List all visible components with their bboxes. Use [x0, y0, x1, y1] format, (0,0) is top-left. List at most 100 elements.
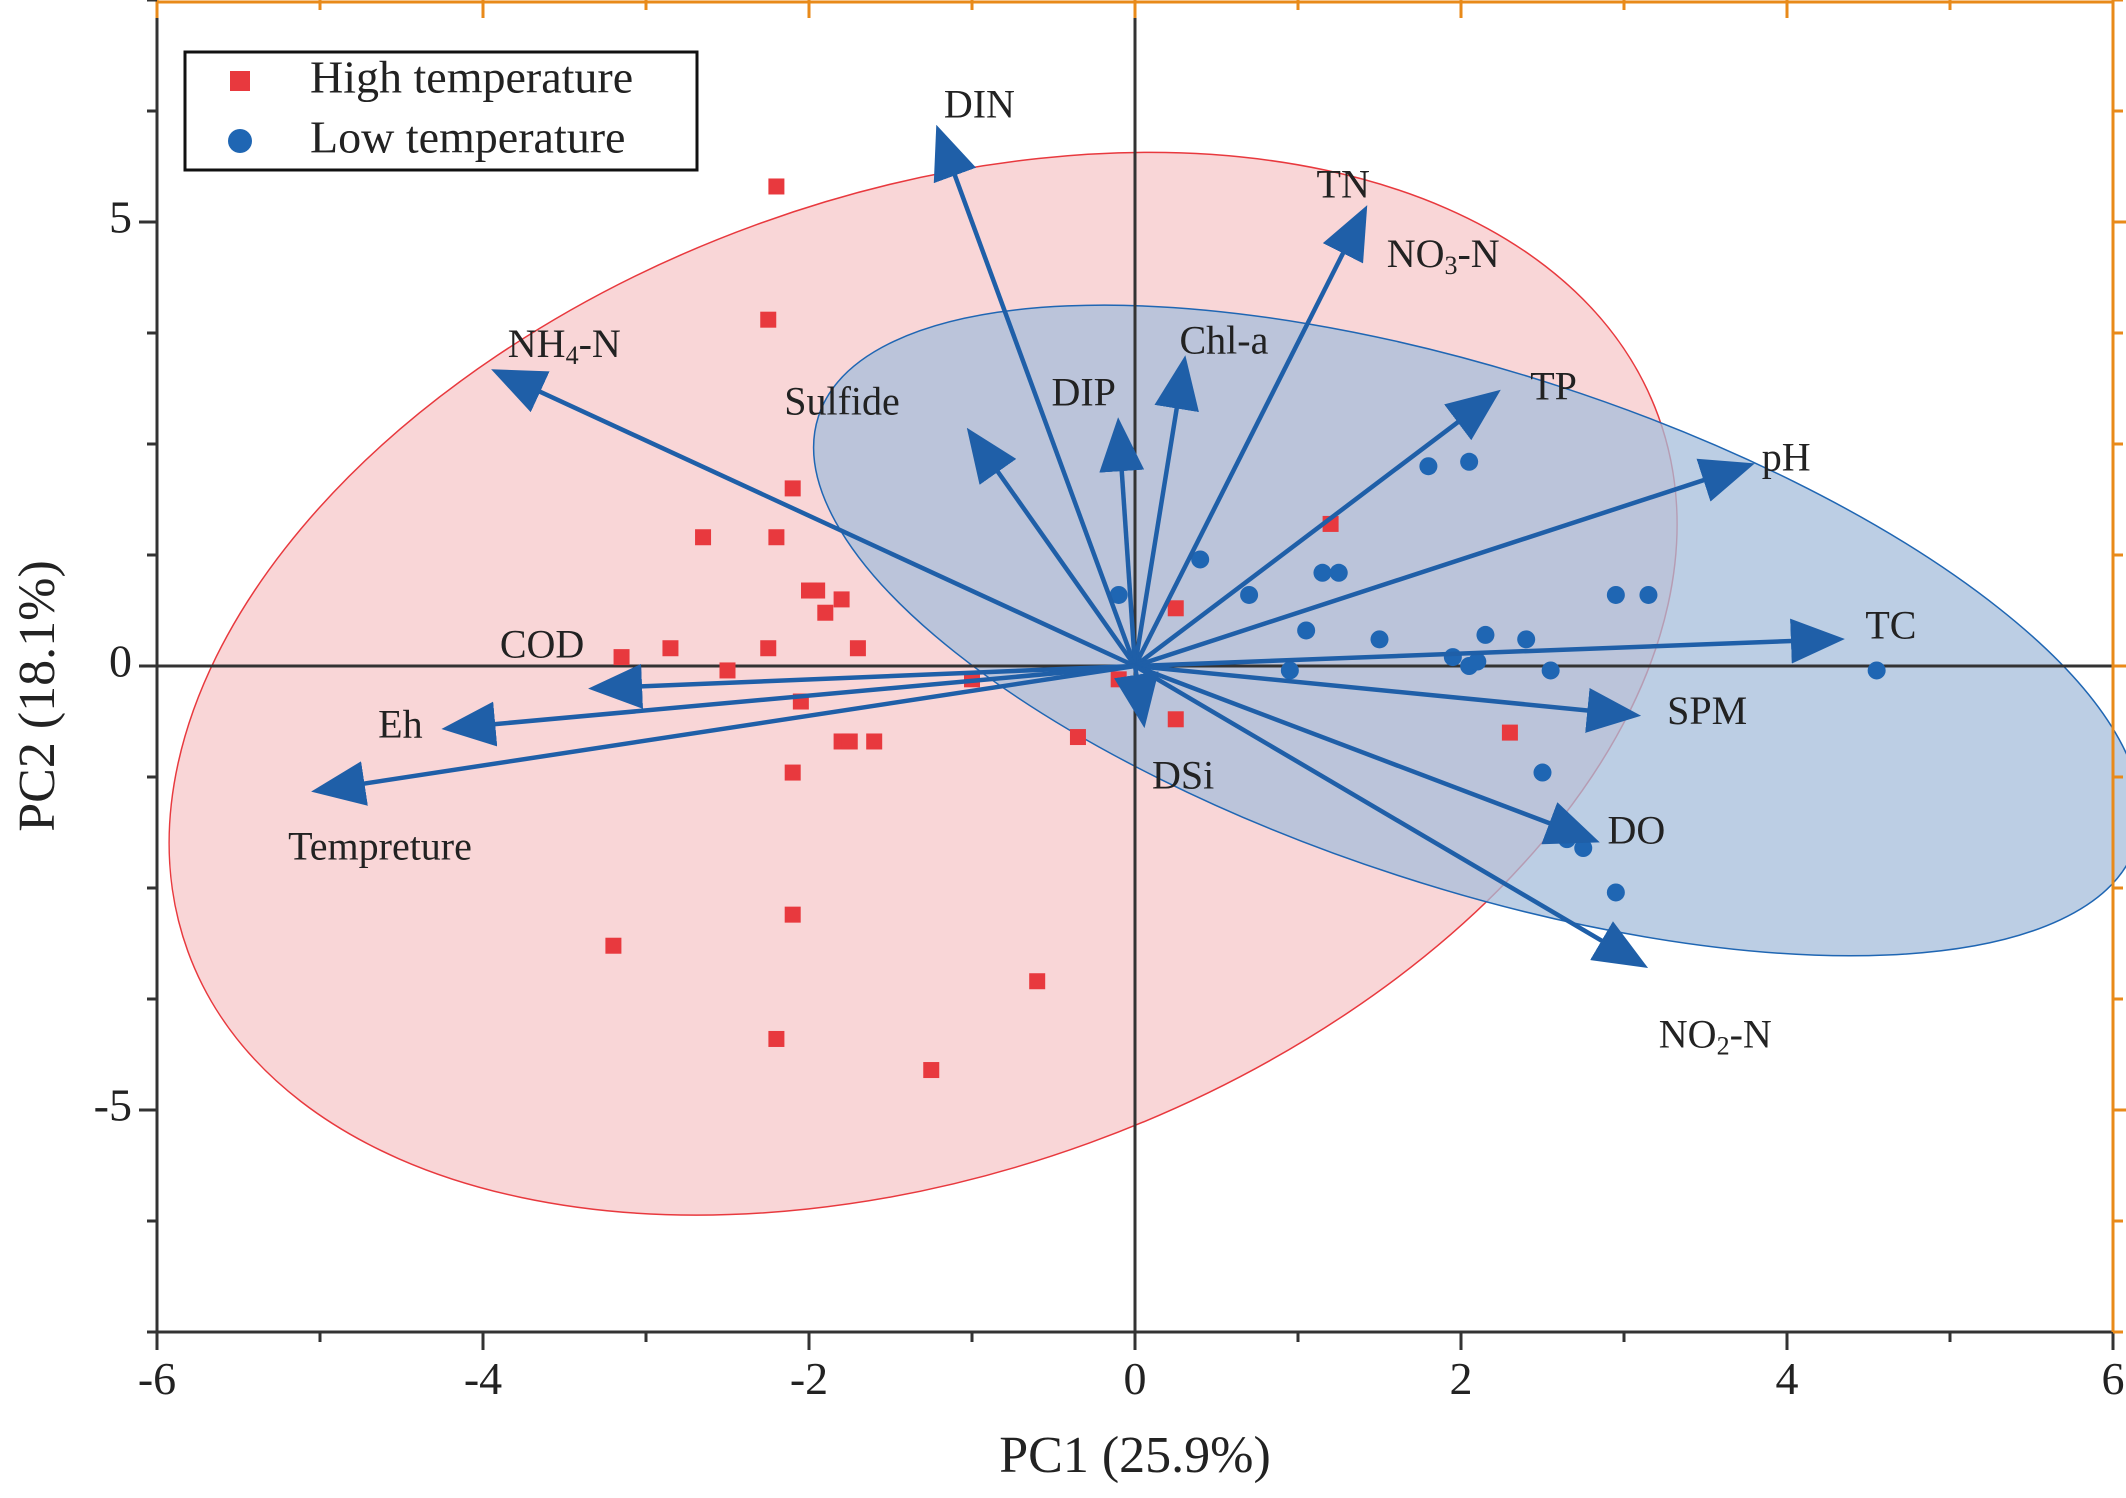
- point-low-temperature-7: [1370, 630, 1389, 649]
- x-tick-label-2: -2: [790, 1353, 828, 1404]
- point-low-temperature-8: [1419, 457, 1438, 476]
- loading-arrow-chl-a: [1132, 355, 1199, 667]
- point-low-temperature-22: [1606, 883, 1625, 902]
- point-high-temperature-3: [784, 480, 801, 497]
- point-high-temperature-25: [1069, 729, 1086, 746]
- loading-arrow-do: [1134, 663, 1600, 845]
- point-high-temperature-9: [817, 604, 834, 621]
- legend: High temperature Low temperature: [183, 50, 699, 172]
- point-high-temperature-8: [833, 591, 850, 608]
- loading-label-tp: TP: [1530, 363, 1577, 408]
- point-high-temperature-11: [662, 640, 679, 657]
- loading-arrow-tp: [1133, 389, 1501, 668]
- loading-label-no2-n: NO2-N: [1659, 1012, 1772, 1061]
- point-low-temperature-19: [1533, 763, 1552, 782]
- y-axis-title: PC2 (18.1%): [9, 560, 66, 832]
- x-tick-label-4: 2: [1450, 1353, 1473, 1404]
- point-low-temperature-17: [1606, 585, 1625, 604]
- point-low-temperature-3: [1240, 585, 1259, 604]
- point-high-temperature-20: [784, 906, 801, 923]
- point-high-temperature-10: [613, 649, 630, 666]
- point-low-temperature-15: [1541, 661, 1560, 680]
- point-high-temperature-14: [719, 662, 736, 679]
- legend-marker-low-temperature: [228, 129, 252, 153]
- point-high-temperature-12: [760, 640, 777, 657]
- point-high-temperature-22: [768, 1030, 785, 1047]
- point-high-temperature-13: [849, 640, 866, 657]
- point-high-temperature-29: [1167, 711, 1184, 728]
- loading-label-tn: TN: [1317, 161, 1370, 206]
- loading-arrows: DIN TN NO3-N Chl-a DIP Sulfide NH4-N TP pH TC SPM D…: [288, 81, 1916, 1060]
- y-tick-label-1: 0: [109, 636, 132, 687]
- x-tick-label-6: 6: [2102, 1353, 2125, 1404]
- loading-arrow-cod: [588, 663, 1136, 709]
- loading-label-do: DO: [1608, 807, 1666, 852]
- point-low-temperature-2: [1191, 550, 1210, 569]
- legend-label-low-temperature: Low temperature: [310, 112, 625, 163]
- x-tick-label-0: -6: [138, 1353, 176, 1404]
- point-low-temperature-21: [1574, 839, 1593, 858]
- loading-arrow-tempreture: [311, 663, 1136, 806]
- point-high-temperature-1: [768, 178, 785, 195]
- point-high-temperature-2: [760, 311, 777, 328]
- loading-label-tempreture: Tempreture: [288, 823, 472, 868]
- point-high-temperature-7: [809, 582, 826, 599]
- point-low-temperature-12: [1468, 652, 1487, 671]
- point-low-temperature-9: [1460, 452, 1479, 471]
- loading-label-tc: TC: [1865, 603, 1916, 648]
- x-tick-label-3: 0: [1124, 1353, 1147, 1404]
- loading-arrow-ph: [1134, 458, 1755, 669]
- loading-arrow-dsi: [1114, 665, 1159, 729]
- x-tick-label-1: -4: [464, 1353, 502, 1404]
- point-low-temperature-23: [1867, 661, 1886, 680]
- point-low-temperature-14: [1517, 630, 1536, 649]
- point-high-temperature-5: [768, 529, 785, 546]
- loading-arrow-dip: [1099, 417, 1145, 667]
- loading-label-eh: Eh: [378, 701, 422, 746]
- point-low-temperature-18: [1639, 585, 1658, 604]
- confidence-ellipses: [168, 151, 2126, 1216]
- point-low-temperature-10: [1443, 648, 1462, 667]
- point-low-temperature-16: [1280, 661, 1299, 680]
- ellipse-low-temperature: [812, 304, 2126, 957]
- legend-marker-high-temperature: [230, 71, 250, 91]
- legend-box: [183, 50, 699, 172]
- x-axis-title: PC1 (25.9%): [999, 1427, 1271, 1484]
- loading-label-cod: COD: [500, 621, 584, 666]
- loading-arrow-tc: [1134, 618, 1845, 669]
- point-low-temperature-6: [1297, 621, 1316, 640]
- point-low-temperature-4: [1313, 563, 1332, 582]
- loading-label-dsi: DSi: [1152, 752, 1214, 797]
- loading-label-sulfide: Sulfide: [784, 378, 900, 423]
- point-high-temperature-21: [605, 937, 622, 954]
- loading-label-chl-a: Chl-a: [1179, 317, 1268, 362]
- point-high-temperature-23: [923, 1062, 940, 1079]
- loading-label-dip: DIP: [1051, 369, 1115, 414]
- x-tick-label-5: 4: [1776, 1353, 1799, 1404]
- point-high-temperature-27: [1110, 671, 1127, 688]
- point-high-temperature-18: [866, 733, 883, 750]
- loading-arrow-nh4-n: [491, 369, 1136, 669]
- point-low-temperature-13: [1476, 625, 1495, 644]
- loading-arrow-no2-n: [1133, 664, 1649, 969]
- loading-arrow-sulfide: [966, 427, 1137, 668]
- loading-arrow-eh: [441, 663, 1136, 747]
- point-high-temperature-24: [1029, 973, 1046, 990]
- y-tick-label-2: 5: [109, 192, 132, 243]
- loading-arrow-spm: [1134, 663, 1642, 733]
- loading-arrow-din: [933, 124, 1138, 667]
- point-high-temperature-19: [784, 764, 801, 781]
- loading-label-din: DIN: [944, 81, 1015, 126]
- legend-label-high-temperature: High temperature: [310, 52, 633, 103]
- point-low-temperature-1: [1109, 585, 1128, 604]
- loading-label-nh4-n: NH4-N: [508, 321, 621, 370]
- loading-arrow-tn: [1132, 205, 1368, 668]
- point-high-temperature-31: [1501, 724, 1518, 741]
- y-tick-label-0: -5: [94, 1080, 132, 1131]
- loading-label-spm: SPM: [1667, 688, 1747, 733]
- loading-label-no3-n: NO3-N: [1387, 231, 1500, 280]
- point-low-temperature-5: [1329, 563, 1348, 582]
- axis-ticks: -6 -4 -2 0 2 4 6 -5 0 5: [94, 0, 2126, 1404]
- loading-label-ph: pH: [1762, 434, 1811, 479]
